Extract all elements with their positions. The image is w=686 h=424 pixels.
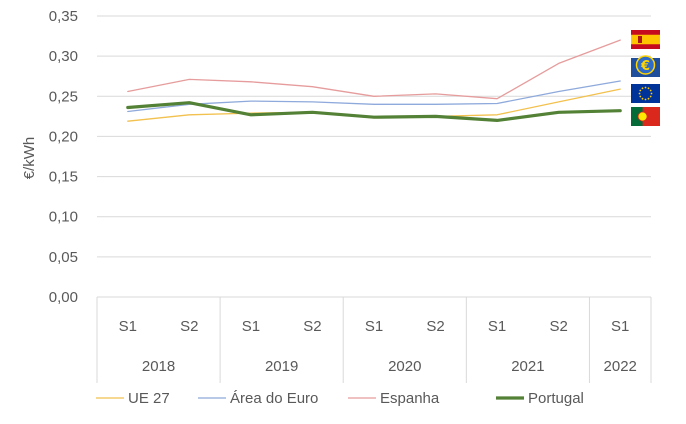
- x-year-label: 2018: [142, 358, 175, 375]
- x-tick-label: S1: [365, 318, 383, 335]
- legend-label: Portugal: [528, 390, 584, 407]
- y-axis: 0,00 0,05 0,10 0,15 0,20 0,25 0,30 0,35: [49, 8, 78, 306]
- y-tick-label: 0,35: [49, 8, 78, 25]
- x-tick-label: S1: [119, 318, 137, 335]
- series-line-espanha: [127, 39, 621, 100]
- y-tick-label: 0,05: [49, 249, 78, 266]
- series-line--rea-do-euro: [127, 80, 621, 113]
- series-lines: [126, 39, 622, 123]
- x-year-label: 2019: [265, 358, 298, 375]
- x-tick-label: S1: [488, 318, 506, 335]
- y-tick-label: 0,15: [49, 169, 78, 186]
- x-year-label: 2020: [388, 358, 421, 375]
- flag-markers: €: [631, 30, 660, 126]
- legend-label: Espanha: [380, 390, 440, 407]
- x-year-label: 2022: [604, 358, 637, 375]
- x-tick-label: S2: [180, 318, 198, 335]
- x-tick-label: S2: [549, 318, 567, 335]
- x-year-label: 2021: [511, 358, 544, 375]
- series-line-portugal: [126, 101, 622, 123]
- y-tick-label: 0,30: [49, 48, 78, 65]
- x-tick-label: S2: [303, 318, 321, 335]
- x-tick-label: S1: [242, 318, 260, 335]
- flag-portugal-icon: [631, 107, 660, 126]
- flag-spain-icon: [631, 30, 660, 49]
- x-tick-label: S1: [611, 318, 629, 335]
- y-tick-label: 0,20: [49, 128, 78, 145]
- gridlines: [97, 15, 651, 298]
- svg-text:€: €: [640, 59, 650, 74]
- y-tick-label: 0,10: [49, 209, 78, 226]
- legend-label: Área do Euro: [230, 390, 318, 407]
- flag-euro-area-icon: €: [631, 55, 660, 77]
- x-tick-label: S2: [426, 318, 444, 335]
- x-axis: S1 S2 S1 S2 S1 S2 S1 S2 S1 2018 2019 2020 2021 2022: [96, 296, 652, 383]
- y-tick-label: 0,25: [49, 88, 78, 105]
- y-axis-label: €/kWh: [21, 137, 38, 180]
- flag-eu-icon: [631, 84, 660, 103]
- legend-label: UE 27: [128, 390, 170, 407]
- legend: UE 27 Área do Euro Espanha Portugal: [96, 390, 584, 407]
- y-tick-label: 0,00: [49, 289, 78, 306]
